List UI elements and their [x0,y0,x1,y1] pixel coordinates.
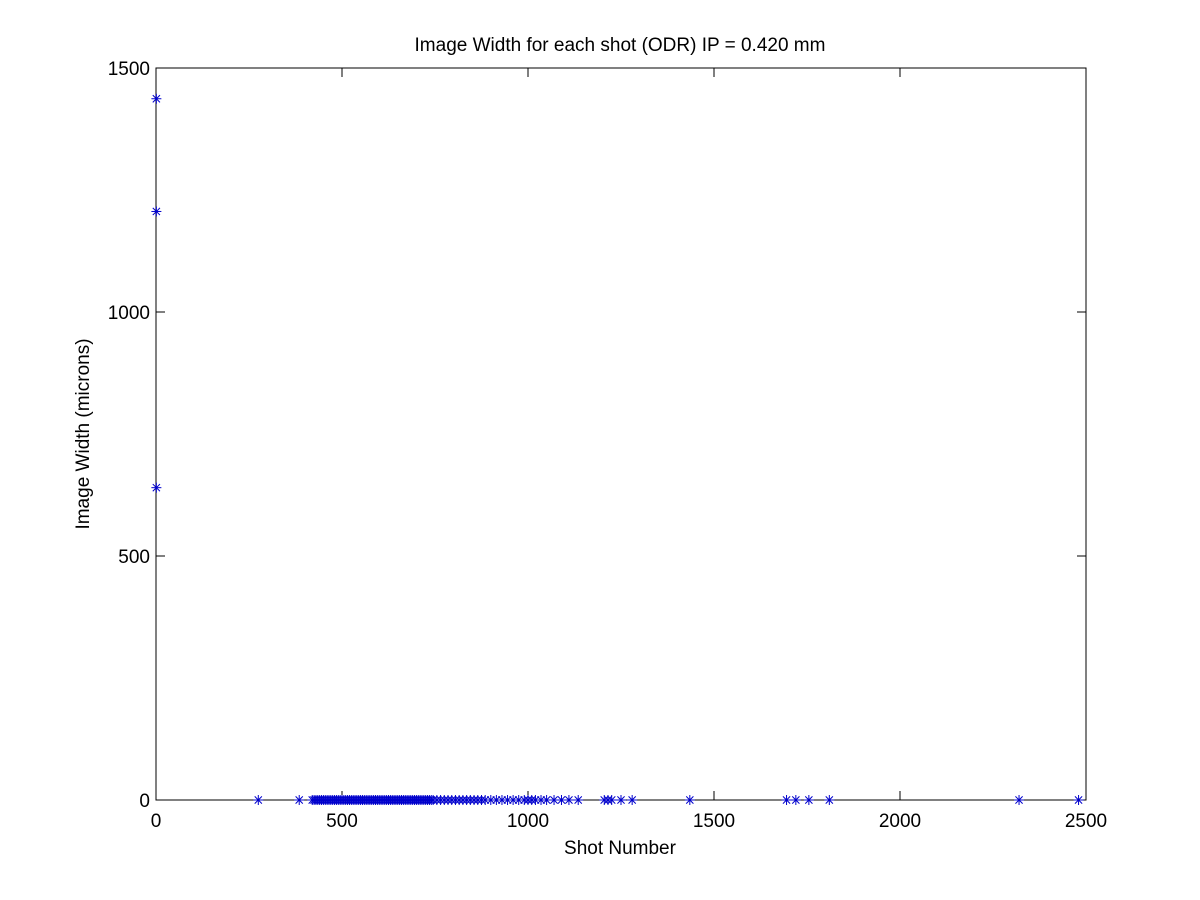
data-point [1014,795,1025,805]
data-markers [151,93,1084,805]
data-point [803,795,814,805]
data-point [606,795,617,805]
data-point [573,795,584,805]
x-axis-label: Shot Number [564,838,677,859]
data-point [502,795,513,805]
data-point [253,795,264,805]
data-point [480,795,491,805]
plot-area [155,67,1087,801]
data-point [627,795,638,805]
data-point [790,795,801,805]
x-axis: 0 500 1000 1500 2000 2500 [151,68,1107,832]
x-tick-label: 2000 [879,811,921,832]
y-axis: 0 500 1000 1500 [108,59,1086,812]
x-tick-label: 1500 [693,811,735,832]
x-tick-label: 0 [151,811,162,832]
data-point [556,795,567,805]
y-axis-label: Image Width (microns) [73,338,94,529]
data-point [151,482,162,493]
data-point [824,795,835,805]
data-point [684,795,695,805]
data-point [151,93,162,104]
data-point [781,795,792,805]
data-point [616,795,626,805]
y-tick-label: 1000 [108,303,150,324]
x-tick-label: 1000 [507,811,549,832]
data-point [1073,795,1084,805]
data-point [563,795,574,805]
y-tick-label: 500 [118,547,150,568]
chart-title: Image Width for each shot (ODR) IP = 0.4… [415,35,826,56]
x-tick-label: 500 [326,811,358,832]
y-tick-label: 1500 [108,59,150,80]
x-tick-label: 2500 [1065,811,1107,832]
y-tick-label: 0 [139,791,150,812]
data-point [151,206,162,217]
data-point [294,795,305,805]
